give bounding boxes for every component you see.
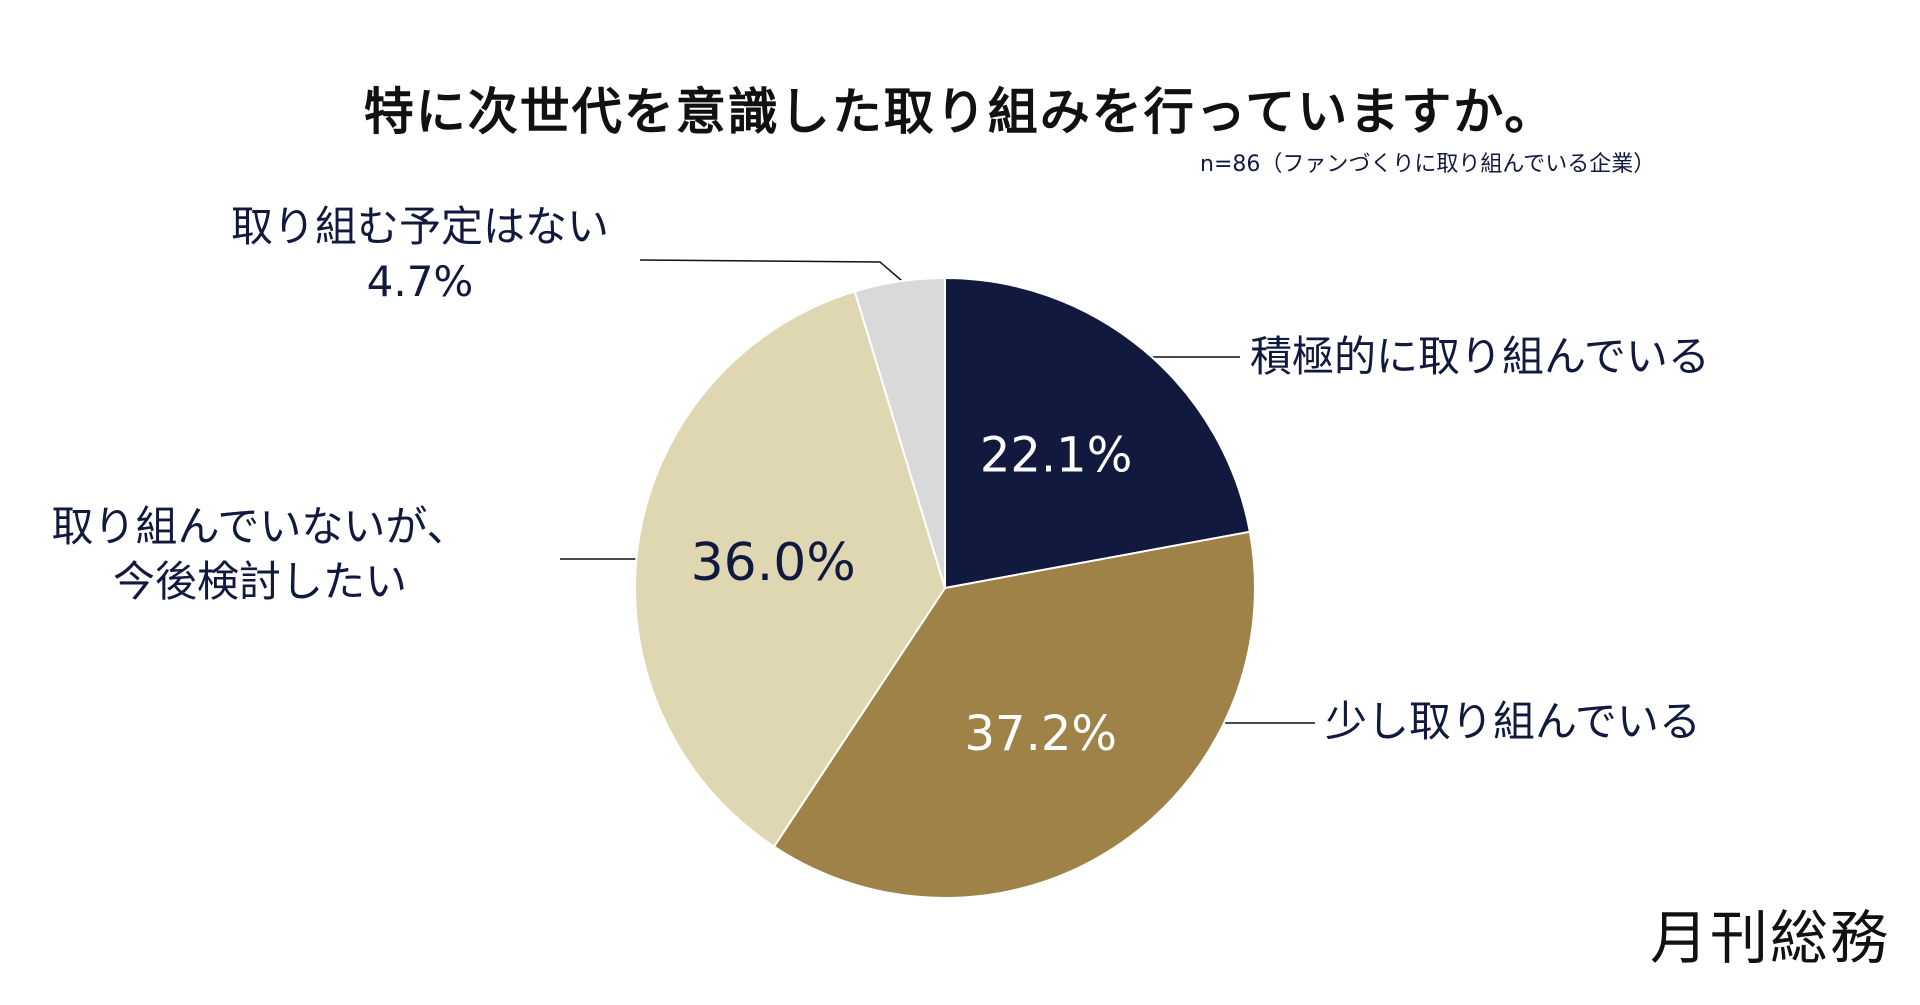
legend-label-kentou: 取り組んでいないが、 今後検討したい xyxy=(0,500,520,609)
legend-label-sukoshi: 少し取り組んでいる xyxy=(1325,695,1701,750)
legend-label-yotei: 取り組む予定はない 4.7% xyxy=(170,200,670,309)
brand-logo: 月刊総務 xyxy=(1649,904,1890,972)
value-label-kentou: 36.0% xyxy=(691,533,856,593)
pie-slice-sukoshi xyxy=(772,530,1256,899)
value-label-sekkyoku: 22.1% xyxy=(980,428,1132,484)
value-label-sukoshi: 37.2% xyxy=(965,706,1117,762)
pie-slice-yotei xyxy=(853,276,946,589)
legend-label-sekkyoku-text: 積極的に取り組んでいる xyxy=(1250,332,1710,381)
chart-subtitle: n=86（ファンづくりに取り組んでいる企業） xyxy=(1200,152,1656,177)
legend-label-yotei-line2: 4.7% xyxy=(366,256,474,306)
legend-label-yotei-line1: 取り組む予定はない xyxy=(230,202,609,251)
legend-label-sukoshi-text: 少し取り組んでいる xyxy=(1325,697,1701,746)
legend-label-kentou-line1: 取り組んでいないが、 xyxy=(51,502,469,551)
chart-title: 特に次世代を意識した取り組みを行っていますか。 xyxy=(363,83,1557,141)
pie-slice-kentou xyxy=(634,290,947,848)
leader-line-yotei xyxy=(639,259,909,287)
legend-label-sekkyoku: 積極的に取り組んでいる xyxy=(1250,330,1710,385)
legend-label-kentou-line2: 今後検討したい xyxy=(112,556,407,606)
pie-slice-sekkyoku xyxy=(944,276,1252,590)
